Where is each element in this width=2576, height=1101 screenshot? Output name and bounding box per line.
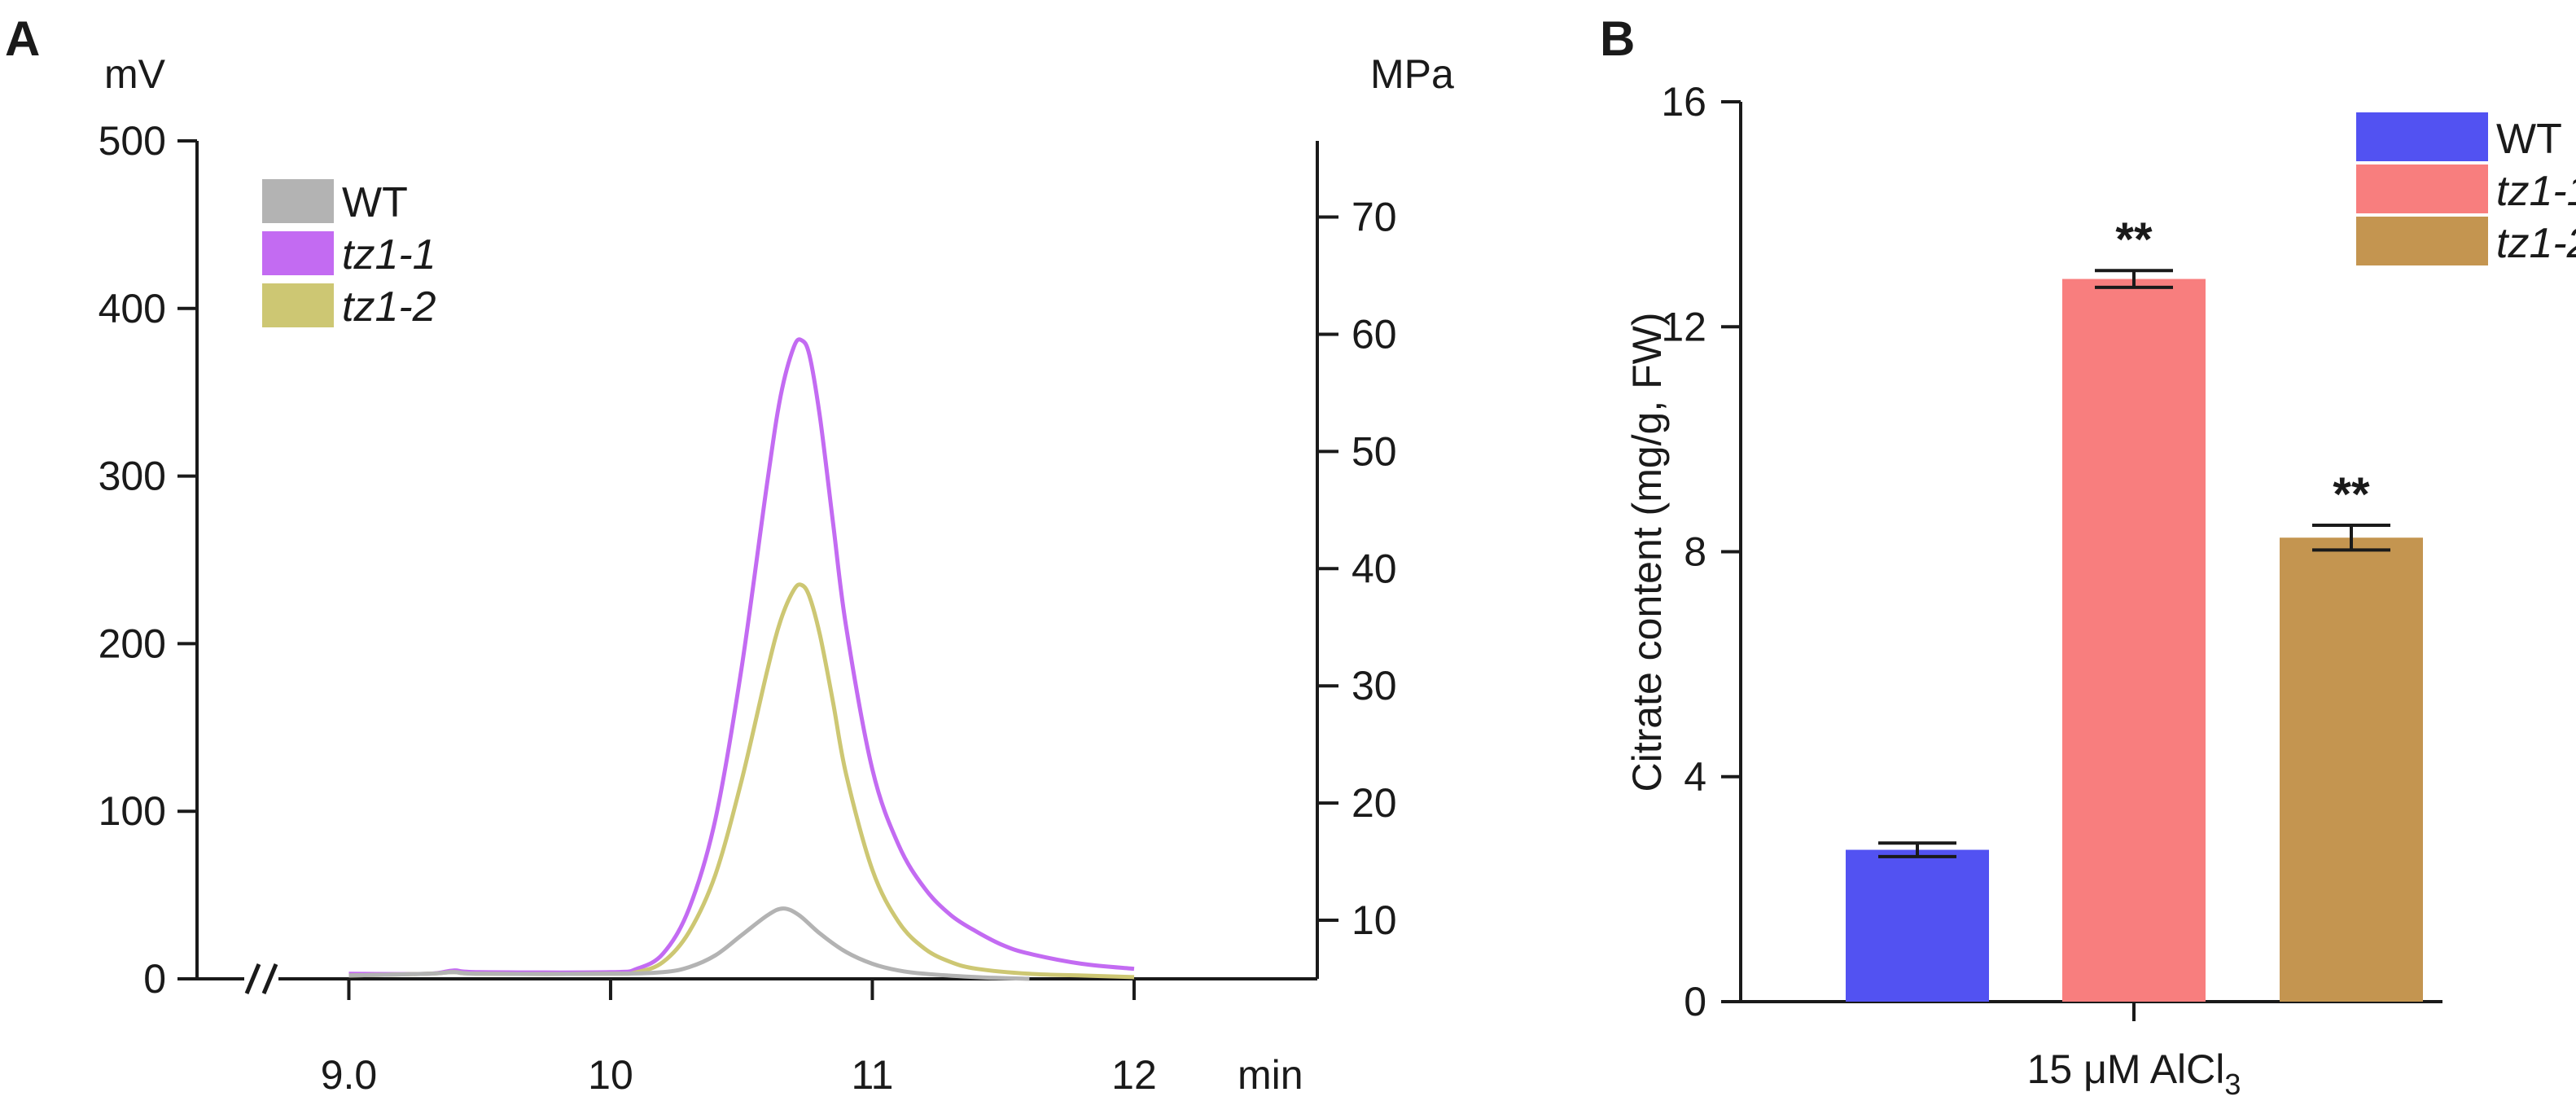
legend-swatch-tz1-2 bbox=[262, 283, 334, 327]
y-tick-label: 4 bbox=[1684, 754, 1706, 800]
y2-tick-label: 30 bbox=[1352, 663, 1397, 708]
legend-swatch-tz1-1 bbox=[2356, 164, 2488, 213]
x-axis-unit-min: min bbox=[1238, 1052, 1303, 1098]
y-tick-label: 0 bbox=[143, 956, 166, 1002]
y2-tick-label: 10 bbox=[1352, 897, 1397, 943]
bar-wt bbox=[1846, 849, 1989, 1002]
y-axis-title: Citrate content (mg/g, FW) bbox=[1624, 312, 1670, 792]
legend-swatch-tz1-2 bbox=[2356, 217, 2488, 265]
series-line-tz1-1 bbox=[348, 337, 1135, 976]
significance-marker: ** bbox=[2115, 213, 2153, 266]
y2-tick-label: 40 bbox=[1352, 546, 1397, 591]
panel-b-label: B bbox=[1600, 11, 1635, 66]
x-axis-title-subscript: 3 bbox=[2224, 1068, 2241, 1101]
legend-label-wt: WT bbox=[2496, 116, 2562, 163]
legend-label-tz1-1: tz1-1 bbox=[2496, 168, 2576, 215]
y-tick-label: 500 bbox=[99, 118, 166, 164]
y-tick-label: 400 bbox=[99, 286, 166, 331]
y-tick-label: 16 bbox=[1661, 79, 1706, 125]
x-tick-label: 9.0 bbox=[321, 1052, 378, 1098]
panel-a-label: A bbox=[5, 11, 40, 66]
y-tick-label: 12 bbox=[1661, 304, 1706, 349]
series-line-tz1-2 bbox=[348, 582, 1135, 980]
x-axis-title: 15 μM AlCl3 bbox=[2027, 1046, 2241, 1101]
panel-b-marks: 0 4 8 12 16 Citrate content (mg/g, FW) 15 μM A… bbox=[1624, 79, 2576, 1101]
y-tick-label: 300 bbox=[99, 454, 166, 499]
y-tick-label: 100 bbox=[99, 788, 166, 834]
legend-swatch-tz1-1 bbox=[262, 231, 334, 275]
bar-tz1-1 bbox=[2062, 279, 2206, 1002]
y-tick-label: 8 bbox=[1684, 529, 1706, 575]
legend-label-tz1-2: tz1-2 bbox=[2496, 220, 2576, 267]
bar-tz1-2 bbox=[2280, 537, 2423, 1002]
legend-swatch-wt bbox=[2356, 112, 2488, 161]
y-tick-label: 0 bbox=[1684, 979, 1706, 1024]
x-axis-break-mark bbox=[244, 963, 261, 994]
significance-marker: ** bbox=[2333, 468, 2370, 521]
x-axis-break-mark bbox=[261, 963, 278, 994]
legend-label-tz1-2: tz1-2 bbox=[342, 283, 436, 331]
y-tick-label: 200 bbox=[99, 621, 166, 666]
y2-tick-label: 20 bbox=[1352, 780, 1397, 826]
panel-b-bar-chart: B 0 4 8 12 16 Citrate content (mg/g, FW) 15 μM… bbox=[1600, 11, 2576, 1101]
y2-axis-unit-mpa: MPa bbox=[1370, 51, 1454, 97]
y2-tick-label: 50 bbox=[1352, 428, 1397, 474]
legend-label-tz1-1: tz1-1 bbox=[342, 231, 436, 279]
y-axis-unit-mv: mV bbox=[104, 51, 166, 97]
legend-label-wt: WT bbox=[342, 179, 408, 226]
panel-a-marks: 0 100 200 300 400 500 10 20 30 40 50 60 70 9.0 10 11 12 W… bbox=[99, 118, 1397, 1098]
y2-tick-label: 70 bbox=[1352, 195, 1397, 240]
x-tick-label: 12 bbox=[1111, 1052, 1157, 1098]
y2-tick-label: 60 bbox=[1352, 311, 1397, 357]
series-line-wt bbox=[348, 906, 1030, 981]
x-axis-title-main: 15 μM AlCl bbox=[2027, 1046, 2225, 1092]
x-tick-label: 11 bbox=[852, 1052, 894, 1098]
panel-a-chromatogram: A mV MPa min 0 100 200 300 400 500 10 20 30 40 50 6… bbox=[5, 11, 1454, 1098]
x-tick-label: 10 bbox=[588, 1052, 633, 1098]
legend-swatch-wt bbox=[262, 179, 334, 223]
